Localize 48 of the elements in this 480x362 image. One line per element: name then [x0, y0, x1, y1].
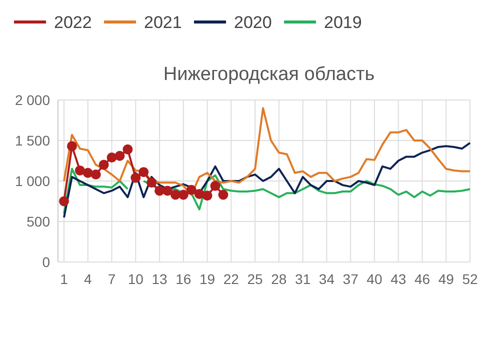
x-tick-label: 52 [462, 271, 478, 287]
y-tick-label: 2 000 [14, 92, 50, 108]
point [138, 167, 149, 178]
point [90, 170, 101, 180]
x-tick-label: 4 [84, 271, 92, 287]
x-tick-label: 31 [295, 271, 311, 287]
x-tick-label: 46 [414, 271, 430, 287]
point [66, 141, 77, 152]
y-tick-label: 1 000 [14, 173, 50, 189]
point [74, 165, 85, 176]
point [122, 144, 133, 154]
x-tick-label: 7 [108, 271, 116, 287]
point [218, 190, 228, 200]
point [194, 188, 204, 199]
line-series [63, 107, 471, 196]
point [82, 168, 93, 178]
point [130, 172, 141, 183]
point [186, 184, 196, 195]
x-tick-label: 13 [152, 271, 168, 287]
legend-label: 2019 [324, 13, 362, 32]
legend-label: 2021 [144, 13, 182, 32]
x-tick-label: 10 [128, 271, 144, 287]
x-tick-label: 1 [60, 271, 68, 287]
x-tick-label: 25 [247, 271, 264, 287]
point [162, 186, 172, 196]
point [59, 196, 69, 206]
line-series [63, 142, 471, 218]
x-tick-label: 19 [200, 271, 216, 287]
y-tick-label: 0 [42, 254, 50, 270]
x-tick-label: 34 [318, 271, 335, 287]
point [98, 160, 109, 170]
x-tick-label: 43 [390, 271, 406, 287]
x-tick-label: 22 [223, 271, 240, 287]
point [202, 190, 212, 201]
legend-label: 2020 [234, 13, 272, 32]
y-tick-label: 1 500 [14, 132, 50, 148]
x-tick-label: 40 [366, 271, 382, 287]
point [114, 150, 125, 161]
legend-label: 2022 [54, 13, 92, 32]
point [178, 190, 188, 200]
point [210, 180, 220, 191]
y-tick-label: 500 [26, 214, 50, 230]
x-tick-label: 37 [342, 271, 359, 287]
chart-title: Нижегородская область [163, 64, 375, 85]
x-tick-label: 16 [176, 271, 192, 287]
x-tick-label: 49 [438, 271, 454, 287]
x-tick-label: 28 [271, 271, 287, 287]
point [146, 178, 157, 188]
